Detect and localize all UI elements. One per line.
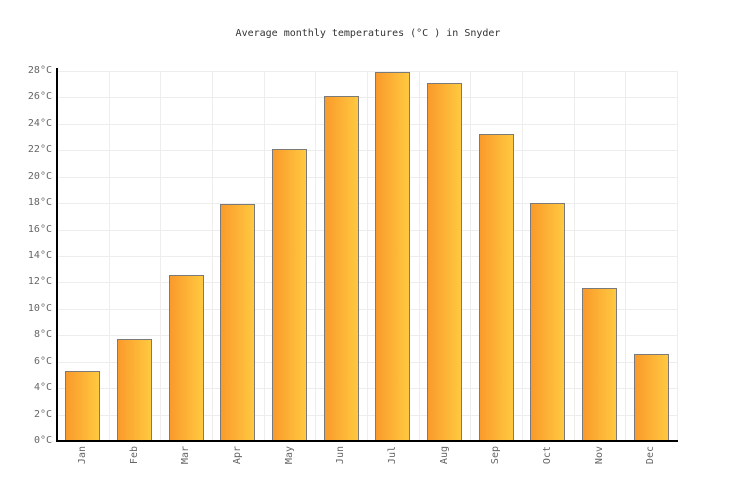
v-gridline (212, 71, 213, 441)
chart-title: Average monthly temperatures (°C ) in Sn… (235, 28, 501, 39)
y-axis-tick-label: 14°C (27, 250, 52, 261)
y-axis-tick-label: 12°C (27, 276, 52, 288)
x-axis-tick-label: May (283, 446, 295, 465)
bar-apr[interactable] (220, 204, 256, 441)
y-axis-line (56, 68, 58, 442)
v-gridline (263, 71, 265, 441)
bar-aug[interactable] (427, 82, 462, 441)
x-axis-tick-label: Aug (438, 446, 450, 465)
y-axis-tick-label: 22°C (27, 144, 52, 156)
v-gridline (315, 71, 317, 441)
x-axis-tick-label: Nov (593, 446, 605, 465)
x-axis-tick-label: Dec (645, 446, 657, 465)
y-axis-tick-label: 26°C (27, 91, 52, 103)
bar-jan[interactable] (65, 370, 101, 441)
x-axis-tick-label: Sep (490, 446, 502, 465)
x-axis-tick-label: Jun (335, 446, 347, 465)
y-axis-tick-label: 18°C (27, 197, 52, 209)
y-axis-tick-label: 2°C (33, 408, 52, 420)
v-gridline (108, 71, 110, 441)
y-axis-tick-label: 8°C (33, 329, 52, 341)
bar-feb[interactable] (117, 339, 152, 441)
v-gridline (573, 71, 575, 441)
x-axis-tick-label: Feb (128, 446, 140, 465)
v-gridline (522, 71, 523, 441)
y-axis-tick-label: 28°C (27, 65, 52, 76)
bar-nov[interactable] (582, 287, 617, 441)
bar-sep[interactable] (478, 134, 514, 441)
v-gridline (367, 71, 368, 441)
v-gridline (418, 71, 420, 441)
v-gridline (160, 71, 162, 441)
y-axis-tick-label: 4°C (33, 382, 52, 394)
bar-oct[interactable] (530, 203, 566, 441)
bar-mar[interactable] (168, 274, 204, 441)
x-axis-tick-label: Jan (76, 446, 88, 465)
bar-may[interactable] (272, 148, 307, 441)
x-axis-tick-label: Jul (386, 446, 398, 465)
bar-dec[interactable] (633, 353, 669, 441)
x-axis-tick-label: Mar (180, 446, 192, 465)
y-axis-tick-label: 0°C (33, 435, 52, 446)
y-axis-tick-label: 6°C (33, 355, 52, 367)
x-axis-tick-label: Oct (541, 446, 553, 465)
v-gridline (470, 71, 472, 441)
v-gridline (677, 71, 678, 441)
v-gridline (625, 71, 627, 441)
bar-jun[interactable] (323, 96, 359, 441)
y-axis-tick-label: 24°C (27, 117, 52, 129)
x-axis-line (56, 440, 678, 442)
y-axis-tick-label: 16°C (27, 223, 52, 235)
y-axis-tick-label: 20°C (27, 170, 52, 182)
x-axis-tick-label: Apr (231, 446, 243, 465)
bar-jul[interactable] (375, 72, 411, 441)
y-axis-tick-label: 10°C (27, 302, 52, 314)
